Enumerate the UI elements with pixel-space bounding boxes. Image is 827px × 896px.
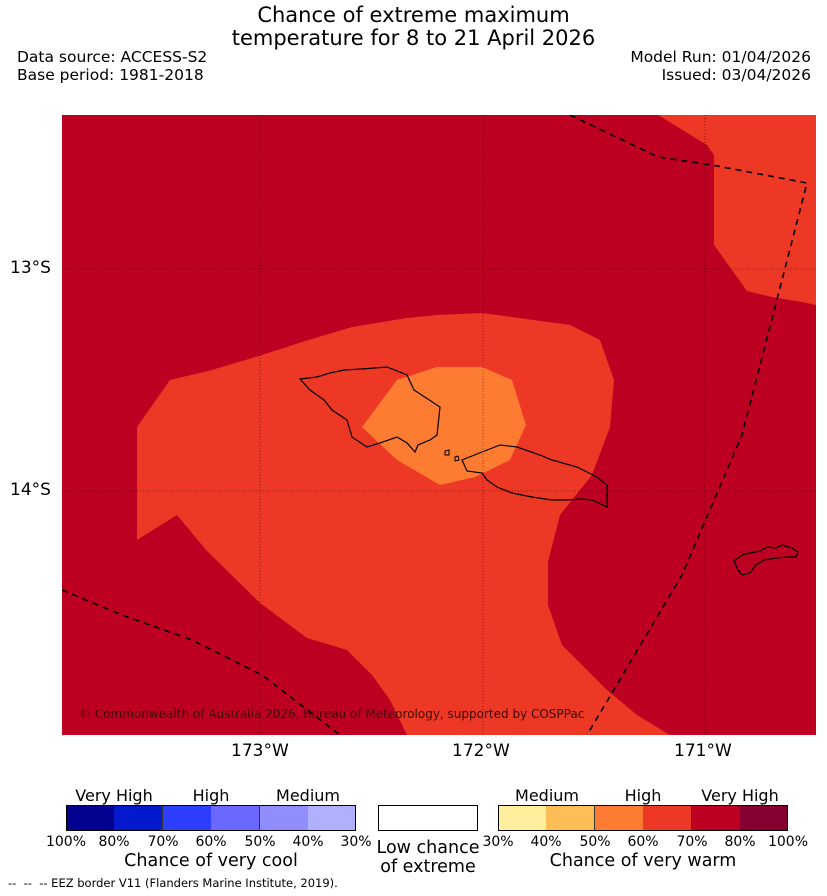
warm-swatch-4 — [643, 805, 692, 831]
warm-tick-80: 80% — [724, 834, 756, 850]
cool-category-medium: Medium — [276, 786, 340, 805]
warm-tick-60: 60% — [627, 834, 659, 850]
lon-label-172w: 172°W — [452, 741, 510, 761]
warm-swatch-5 — [692, 805, 741, 831]
map-title-line1: Chance of extreme maximum — [257, 3, 570, 27]
cool-colorbar-frame — [66, 805, 356, 831]
warm-category-high: High — [624, 786, 662, 805]
low-chance-swatch — [378, 805, 478, 831]
warm-category-medium: Medium — [515, 786, 579, 805]
cool-tick-80: 80% — [98, 834, 130, 850]
warm-tick-30: 30% — [482, 834, 514, 850]
savaii-island — [298, 366, 441, 454]
copyright-notice: © Commonwealth of Australia 2026, Bureau… — [79, 707, 584, 721]
upolu-island — [461, 444, 608, 508]
model-run: Model Run: 01/04/2026 — [630, 48, 811, 66]
warm-tick-50: 50% — [579, 834, 611, 850]
high-zone-samoa — [137, 313, 670, 735]
map-title-line2: temperature for 8 to 21 April 2026 — [231, 26, 596, 50]
forecast-map: © Commonwealth of Australia 2026, Bureau… — [62, 115, 816, 735]
cool-caption: Chance of very cool — [124, 851, 298, 871]
warm-swatch-3 — [595, 805, 644, 831]
cool-tick-30: 30% — [340, 834, 372, 850]
low-chance-caption-line2: of extreme — [380, 857, 476, 877]
cool-tick-60: 60% — [195, 834, 227, 850]
cool-swatch-4 — [211, 805, 260, 831]
lon-label-171w: 171°W — [674, 741, 732, 761]
high-zone-northeast — [658, 115, 816, 305]
warm-swatch-6 — [740, 805, 788, 831]
warm-caption: Chance of very warm — [549, 851, 737, 871]
cool-tick-100: 100% — [45, 834, 87, 850]
lat-label-13s: 13°S — [10, 258, 51, 278]
cool-tick-50: 50% — [244, 834, 276, 850]
warm-tick-40: 40% — [530, 834, 562, 850]
cool-swatch-2 — [114, 805, 163, 831]
warm-swatch-2 — [546, 805, 595, 831]
warm-colorbar-frame — [498, 805, 788, 831]
low-chance-caption-line1: Low chance — [376, 838, 480, 858]
warm-tick-70: 70% — [676, 834, 708, 850]
apolima-island — [454, 455, 460, 462]
issued-date: Issued: 03/04/2026 — [661, 66, 811, 84]
lat-label-14s: 14°S — [10, 480, 51, 500]
cool-tick-40: 40% — [292, 834, 324, 850]
eez-footnote: -- -- -- EEZ border V11 (Flanders Marine… — [8, 876, 338, 890]
data-source: Data source: ACCESS-S2 — [17, 48, 208, 66]
cool-swatch-5 — [260, 805, 309, 831]
warm-tick-100: 100% — [767, 834, 809, 850]
tutuila-island — [733, 544, 799, 576]
manono-island — [444, 449, 450, 456]
warm-category-very-high: Very High — [701, 786, 779, 805]
cool-category-very-high: Very High — [75, 786, 153, 805]
warm-swatch-1 — [498, 805, 547, 831]
cool-tick-70: 70% — [147, 834, 179, 850]
medium-zone — [362, 367, 526, 485]
eez-border-east — [569, 115, 808, 735]
lon-label-173w: 173°W — [231, 741, 289, 761]
base-period: Base period: 1981-2018 — [17, 66, 204, 84]
cool-swatch-6 — [308, 805, 356, 831]
cool-category-high: High — [192, 786, 230, 805]
